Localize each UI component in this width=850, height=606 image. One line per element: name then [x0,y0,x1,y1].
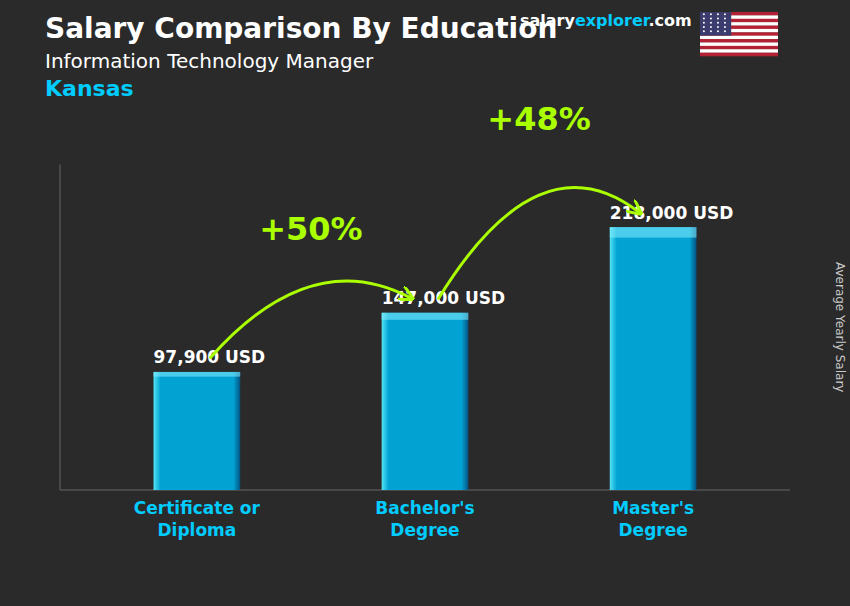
category-label: Bachelor'sDegree [375,498,474,540]
flag-stripe [700,53,778,57]
brand-part: salary [520,11,575,30]
arc-arrow [439,188,640,299]
annotation: +50% [259,210,362,248]
flag-star [717,30,719,32]
y-label: Average Yearly Salary [833,262,847,392]
location: Kansas [45,76,134,101]
category-line: Master's [612,498,694,518]
chart-container: 97,900 USD147,000 USD218,000 USD+50%+48%… [0,0,850,606]
subtitle: Information Technology Manager [45,49,374,73]
flag-star [703,18,705,20]
bar-cap [382,313,469,320]
brand-part: .com [648,11,691,30]
category-line: Certificate or [134,498,261,518]
bar [610,227,697,490]
flag-star [724,18,726,20]
chart-svg: 97,900 USD147,000 USD218,000 USD+50%+48%… [0,0,850,606]
category-label: Master'sDegree [612,498,694,540]
annotation: +48% [487,100,590,138]
bar [154,372,241,490]
flag-stripe [700,39,778,43]
flag-stripe [700,42,778,46]
flag-star [710,18,712,20]
category-line: Bachelor's [375,498,474,518]
background [0,0,850,606]
bars [154,227,697,490]
flag-star [724,13,726,15]
flag-star [724,30,726,32]
arc-arrow [211,281,412,358]
bar [382,313,469,490]
bar-cap [610,227,697,238]
flag-star [724,26,726,28]
flag-stripe [700,49,778,53]
y-axis-line [60,164,61,490]
flag-stripe [700,46,778,50]
flag-canton [700,12,731,36]
category-line: Degree [390,520,459,540]
category-line: Degree [618,520,687,540]
flag-star [703,26,705,28]
brand-part: explorer [575,11,651,30]
flag-star [710,13,712,15]
flag-stripe [700,36,778,40]
category-line: Diploma [157,520,236,540]
flag-star [724,22,726,24]
flag [700,12,778,56]
flag-star [703,30,705,32]
title: Salary Comparison By Education [45,12,557,45]
flag-star [717,13,719,15]
category-label: Certificate orDiploma [134,498,261,540]
bar-cap [154,372,241,377]
flag-star [717,26,719,28]
flag-star [703,13,705,15]
flag-star [710,30,712,32]
flag-star [717,18,719,20]
flag-star [710,22,712,24]
flag-star [710,26,712,28]
flag-star [717,22,719,24]
flag-star [703,22,705,24]
brand: salaryexplorer.com [520,11,692,30]
